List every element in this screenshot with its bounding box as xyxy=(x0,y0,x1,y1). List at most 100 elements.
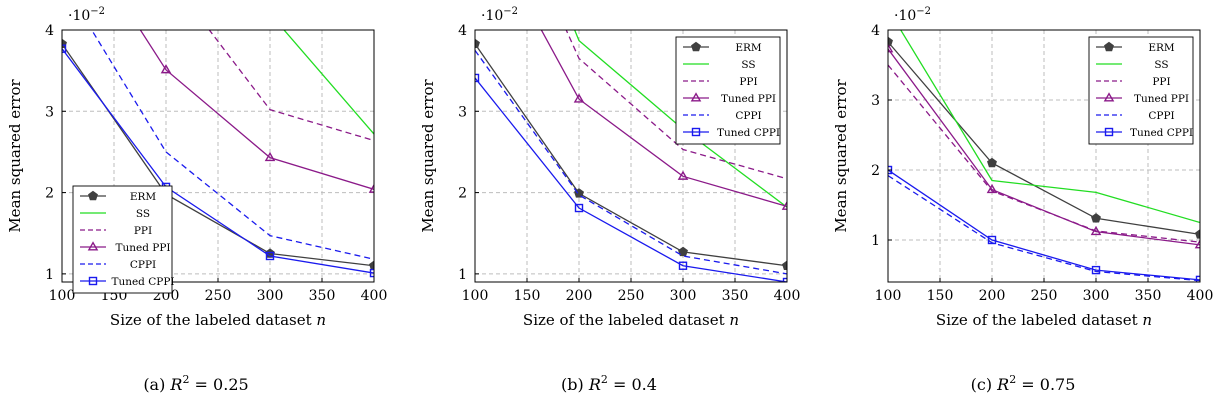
series-line-tuned-cppi xyxy=(62,48,374,274)
legend-label-tuned-cppi: Tuned CPPI xyxy=(111,276,174,288)
y-tick-label: 4 xyxy=(45,23,54,39)
legend-marker-erm xyxy=(88,190,98,201)
series-line-erm xyxy=(62,43,374,267)
x-tick-label: 250 xyxy=(205,288,232,304)
legend-box xyxy=(1088,36,1194,145)
data-point-erm xyxy=(678,246,688,257)
subfigure-caption: (b) R2 = 0.4 xyxy=(561,373,657,394)
x-tick-label: 200 xyxy=(979,288,1006,304)
subfigure-caption: (a) R2 = 0.25 xyxy=(143,373,248,394)
legend-label-ss: SS xyxy=(1154,59,1168,71)
data-point-tuned-ppi xyxy=(1194,239,1200,249)
x-tick-label: 250 xyxy=(618,288,645,304)
series-line-cppi xyxy=(888,175,1200,282)
x-tick-label: 400 xyxy=(1187,288,1214,304)
data-point-tuned-ppi xyxy=(986,183,998,194)
legend: ERM SS PPI Tuned PPI CPPI Tuned CPPI xyxy=(1088,36,1194,145)
legend-label-ppi: PPI xyxy=(739,76,757,88)
x-tick-label: 350 xyxy=(722,288,749,304)
y-tick-label: 2 xyxy=(45,186,54,202)
series-line-tuned-ppi xyxy=(139,30,374,190)
y-tick-label: 2 xyxy=(458,186,467,202)
series-line-tuned-cppi xyxy=(888,169,1200,281)
y-axis-label: Mean squared error xyxy=(832,79,850,233)
series-line-erm xyxy=(475,43,787,267)
series-line-ppi xyxy=(565,30,787,180)
legend-marker-tuned-cppi xyxy=(88,276,98,286)
y-tick-label: 1 xyxy=(45,267,54,283)
data-point-tuned-ppi xyxy=(888,43,894,53)
x-tick-label: 150 xyxy=(514,288,541,304)
legend-label-ppi: PPI xyxy=(1152,76,1170,88)
legend-label-cppi: CPPI xyxy=(1148,110,1174,122)
chart-panel-c: 100 150 200 250 300 350 400 1 2 3 4 ·10−2 Size of th… xyxy=(832,6,1213,394)
data-point-tuned-ppi xyxy=(264,151,276,162)
legend-box xyxy=(675,36,781,145)
data-point-tuned-ppi xyxy=(677,170,689,180)
data-point-tuned-ppi xyxy=(160,64,172,74)
data-point-tuned-cppi xyxy=(987,235,997,245)
x-tick-label: 150 xyxy=(927,288,954,304)
data-point-erm xyxy=(888,36,893,47)
legend-label-tuned-cppi: Tuned CPPI xyxy=(717,127,780,139)
y-tick-label: 3 xyxy=(458,104,467,120)
legend-box xyxy=(72,185,173,294)
x-tick-label: 400 xyxy=(774,288,801,304)
series-group xyxy=(475,30,787,282)
data-point-tuned-ppi xyxy=(781,200,787,210)
subfigure-caption: (c) R2 = 0.75 xyxy=(971,373,1076,394)
legend-label-cppi: CPPI xyxy=(735,110,761,122)
legend: ERM SS PPI Tuned PPI CPPI Tuned CPPI xyxy=(72,185,175,294)
legend-marker-tuned-ppi xyxy=(690,92,702,102)
legend-marker-tuned-cppi xyxy=(1104,127,1114,137)
legend-marker-tuned-cppi xyxy=(691,127,701,137)
data-point-erm xyxy=(1091,213,1101,223)
x-tick-label: 300 xyxy=(670,288,697,304)
legend-marker-tuned-ppi xyxy=(87,241,99,251)
y-tick-label: 4 xyxy=(871,23,880,39)
x-tick-label: 350 xyxy=(309,288,336,304)
x-tick-label: 250 xyxy=(1031,288,1058,304)
data-point-tuned-cppi xyxy=(678,261,688,270)
series-line-erm xyxy=(888,41,1200,236)
legend-marker-erm xyxy=(1104,41,1114,52)
legend-label-erm: ERM xyxy=(130,191,157,203)
y-axis-multiplier: ·10−2 xyxy=(894,6,931,24)
y-tick-label: 1 xyxy=(458,267,467,283)
legend-marker-erm xyxy=(691,41,701,52)
x-axis-label: Size of the labeled dataset n xyxy=(523,311,739,329)
y-tick-label: 3 xyxy=(871,93,880,109)
series-line-tuned-ppi xyxy=(888,48,1200,246)
series-line-ss xyxy=(899,30,1200,224)
data-point-tuned-cppi xyxy=(62,44,67,53)
x-tick-label: 300 xyxy=(1083,288,1110,304)
data-point-erm xyxy=(475,38,480,49)
legend-label-tuned-ppi: Tuned PPI xyxy=(115,242,170,254)
x-tick-label: 400 xyxy=(361,288,388,304)
x-tick-label: 350 xyxy=(1135,288,1162,304)
x-tick-label: 300 xyxy=(257,288,284,304)
y-axis-multiplier: ·10−2 xyxy=(481,6,518,24)
x-axis-label: Size of the labeled dataset n xyxy=(936,311,1152,329)
series-line-tuned-cppi xyxy=(475,77,787,282)
data-point-erm xyxy=(987,157,997,168)
legend-marker-tuned-ppi xyxy=(1103,92,1115,102)
series-line-ss xyxy=(283,30,374,135)
data-point-tuned-cppi xyxy=(475,73,480,83)
y-axis-label: Mean squared error xyxy=(419,79,437,233)
legend-label-cppi: CPPI xyxy=(130,259,156,271)
data-point-tuned-cppi xyxy=(1091,265,1101,275)
series-line-ss xyxy=(573,30,787,208)
y-tick-label: 2 xyxy=(871,163,880,179)
legend-label-tuned-ppi: Tuned PPI xyxy=(721,93,776,105)
y-tick-label: 4 xyxy=(458,23,467,39)
y-axis-label: Mean squared error xyxy=(6,79,24,233)
legend: ERM SS PPI Tuned PPI CPPI Tuned CPPI xyxy=(675,36,781,145)
legend-label-tuned-cppi: Tuned CPPI xyxy=(1130,127,1193,139)
data-point-tuned-ppi xyxy=(1090,225,1102,236)
x-tick-label: 200 xyxy=(566,288,593,304)
data-point-tuned-ppi xyxy=(368,183,374,193)
x-tick-label: 100 xyxy=(462,288,489,304)
y-axis-multiplier: ·10−2 xyxy=(68,6,105,24)
